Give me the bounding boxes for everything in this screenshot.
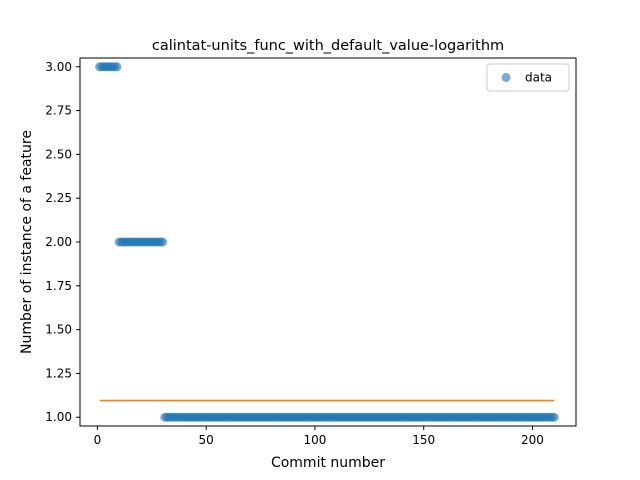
y-axis-label: Number of instance of a feature [19,130,35,354]
plot-area [95,62,559,422]
y-tick-label: 2.25 [45,191,72,205]
y-tick-label: 2.00 [45,235,72,249]
x-axis: 0 50 100 150 200 [94,426,544,447]
x-tick-label: 50 [199,433,214,447]
legend-marker-data [501,73,511,82]
data-point [158,237,168,247]
chart-title: calintat-units_func_with_default_value-l… [152,38,504,54]
legend-label-data: data [525,71,552,85]
y-tick-label: 3.00 [45,60,72,74]
y-tick-label: 2.75 [45,104,72,118]
legend: data [486,63,570,92]
y-tick-label: 1.75 [45,279,72,293]
legend-box [486,63,570,92]
y-tick-label: 1.50 [45,323,72,337]
x-axis-label: Commit number [271,455,385,471]
x-tick-label: 200 [521,433,544,447]
y-axis: 1.00 1.25 1.50 1.75 2.00 2.25 2.50 2.75 3.00 [45,60,80,424]
x-tick-label: 150 [412,433,435,447]
data-point [549,412,559,422]
y-tick-label: 1.25 [45,366,72,380]
x-tick-label: 100 [303,433,326,447]
y-tick-label: 1.00 [45,410,72,424]
data-point [112,62,122,72]
x-tick-label: 0 [94,433,102,447]
y-tick-label: 2.50 [45,147,72,161]
